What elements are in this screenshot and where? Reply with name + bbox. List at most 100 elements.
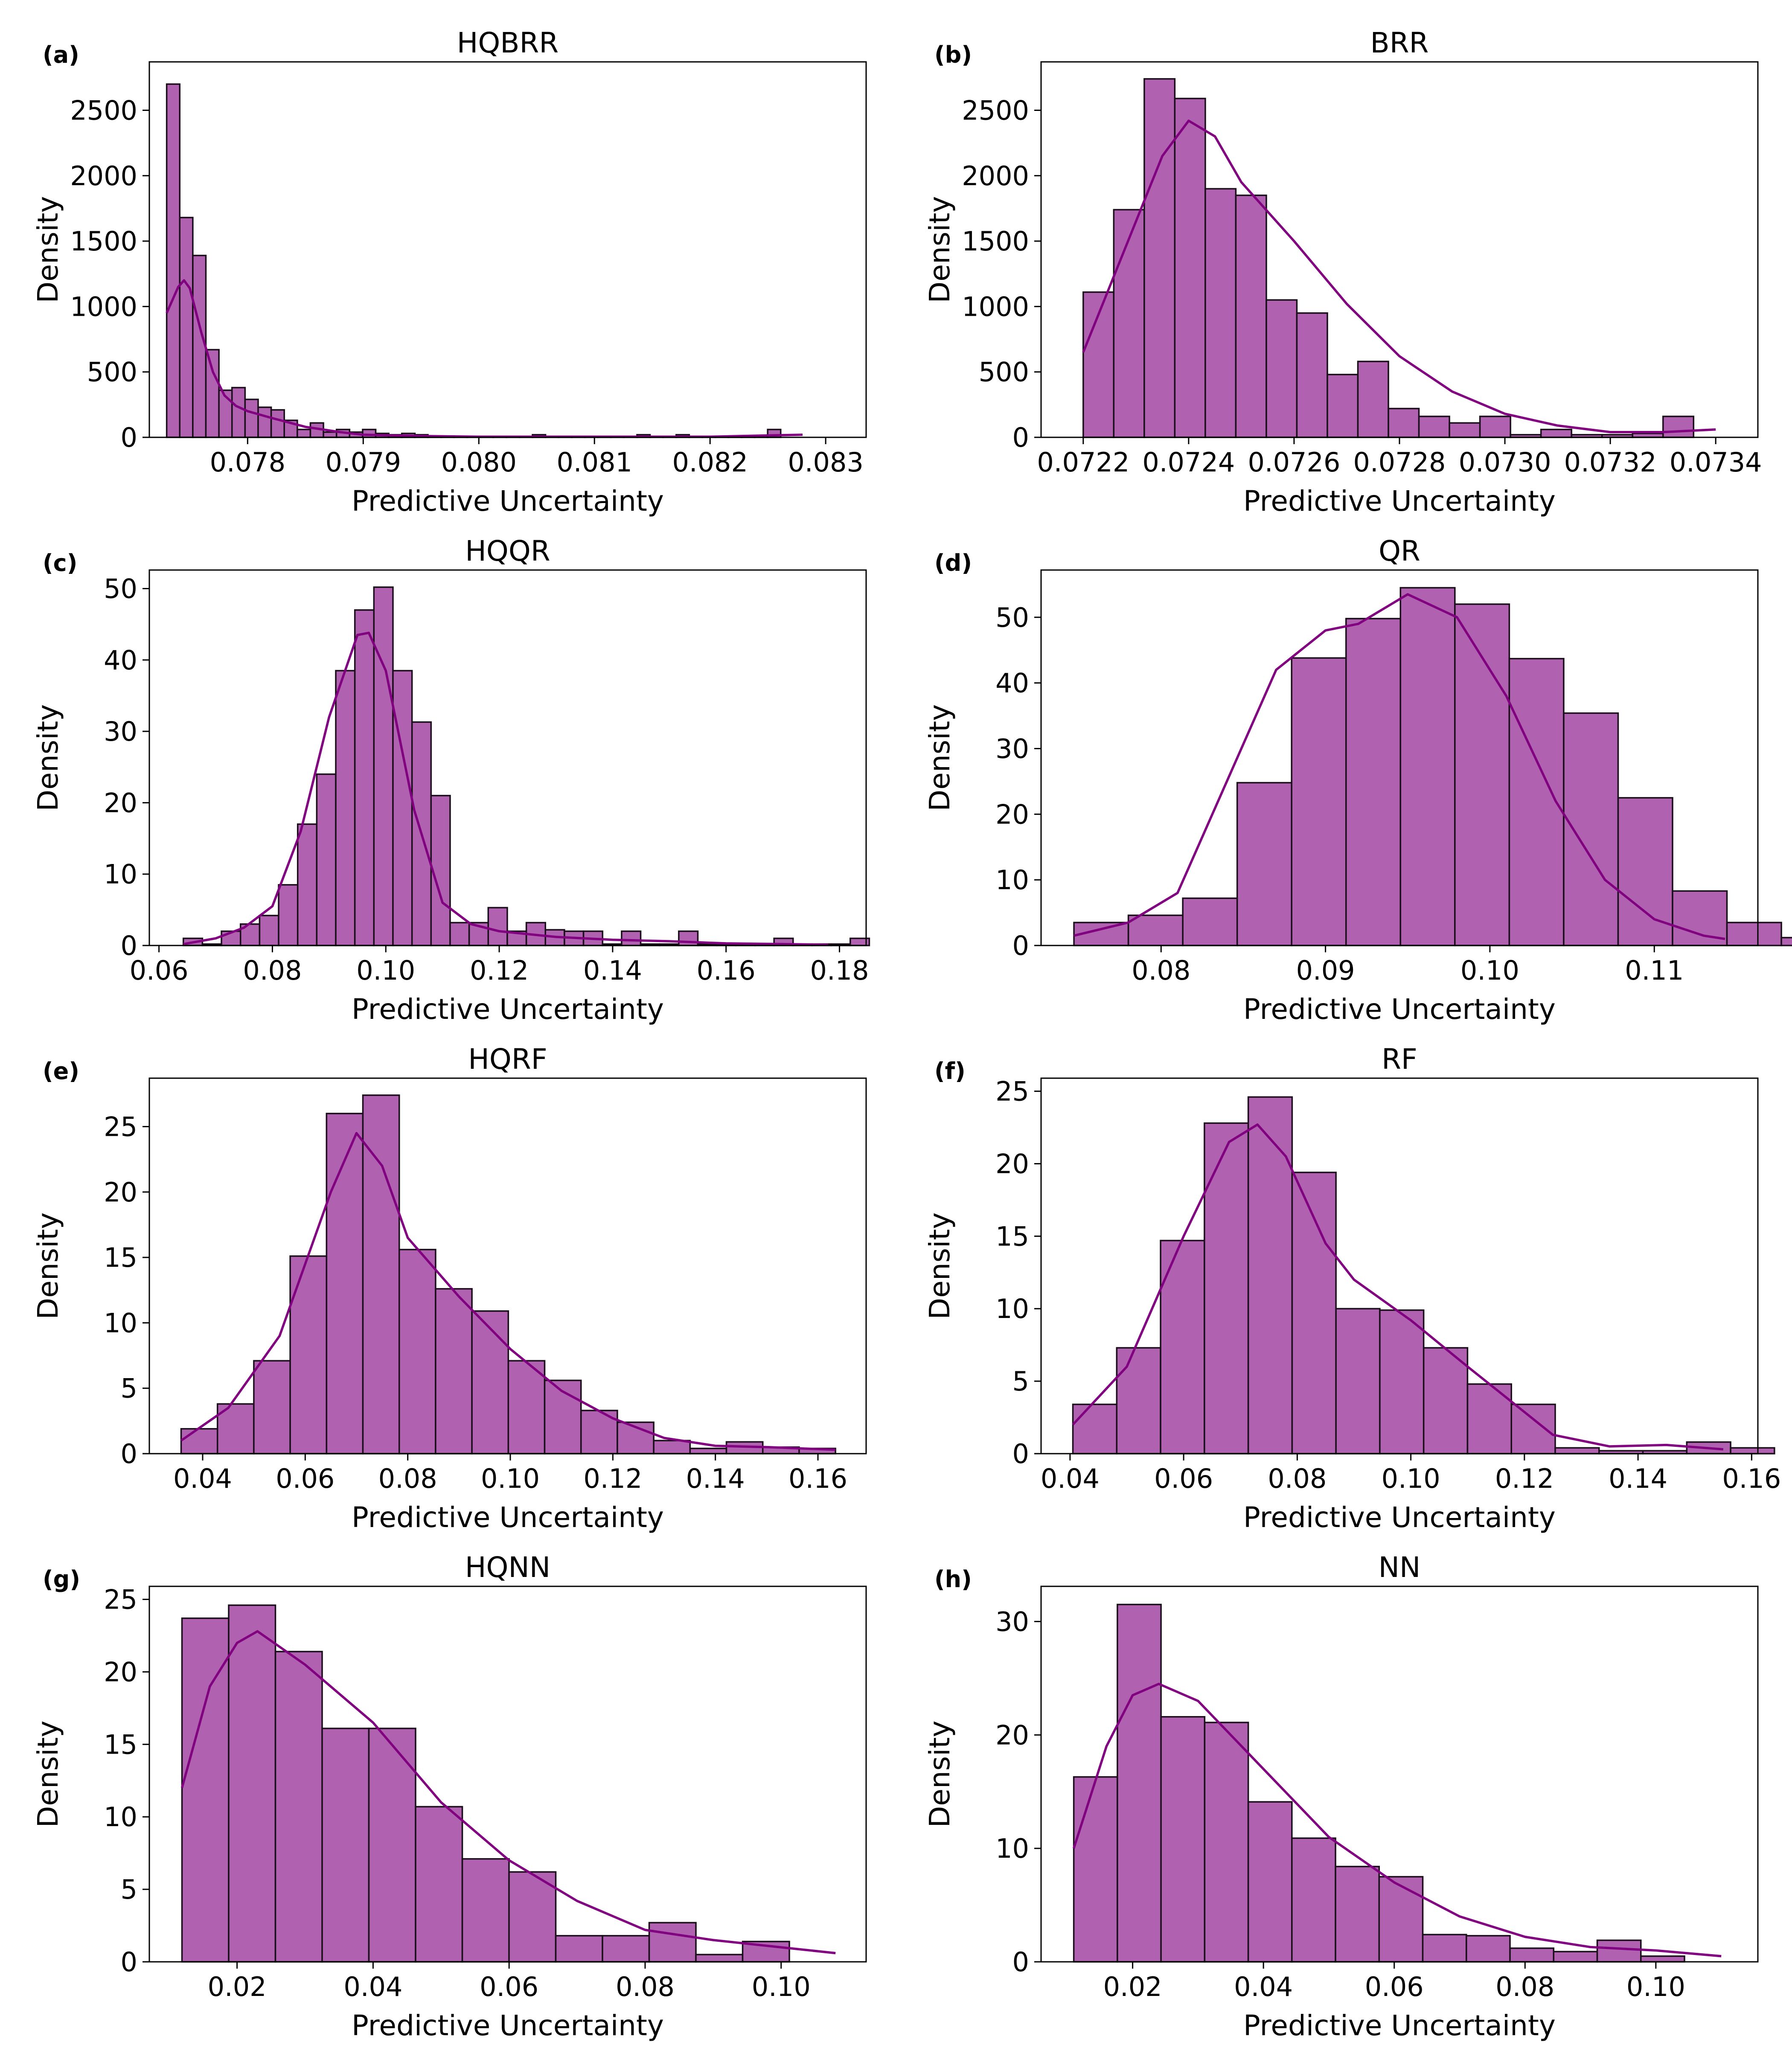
panel-label: (a) bbox=[43, 41, 79, 68]
histogram-bar bbox=[362, 1094, 400, 1455]
x-tick-label: 0.06 bbox=[1154, 1463, 1213, 1494]
histogram-bar bbox=[1345, 618, 1402, 946]
y-axis-label: Density bbox=[32, 196, 64, 303]
histogram-bar bbox=[1479, 416, 1511, 438]
x-tick-label: 0.0730 bbox=[1459, 447, 1551, 478]
histogram-bars bbox=[1082, 78, 1695, 438]
histogram-bar bbox=[354, 609, 375, 946]
histogram-bar bbox=[555, 1935, 603, 1963]
histogram-bar bbox=[1357, 361, 1389, 438]
histogram-bar bbox=[1509, 1947, 1555, 1963]
y-axis-label: Density bbox=[32, 1213, 64, 1320]
panel-label: (c) bbox=[43, 550, 77, 576]
x-tick-label: 0.0732 bbox=[1564, 447, 1657, 478]
histogram-bar bbox=[678, 930, 699, 946]
y-tick-label: 10 bbox=[995, 864, 1029, 896]
histogram-bars bbox=[180, 1094, 836, 1455]
axes-frame bbox=[148, 1585, 867, 1963]
x-tick-label: 0.10 bbox=[1382, 1463, 1440, 1494]
y-tick-label: 10 bbox=[995, 1833, 1029, 1864]
histogram-bar bbox=[1399, 587, 1456, 946]
histogram-bar bbox=[1204, 188, 1237, 438]
x-tick-label: 0.083 bbox=[788, 447, 864, 478]
x-tick-label: 0.04 bbox=[1234, 1971, 1293, 2002]
histogram-bar bbox=[648, 1922, 697, 1963]
histogram-bar bbox=[259, 914, 279, 946]
histogram-bars bbox=[1073, 1603, 1685, 1963]
y-tick-label: 40 bbox=[104, 645, 137, 676]
histogram-bar bbox=[1726, 922, 1782, 946]
histogram-bar bbox=[316, 773, 337, 946]
x-axis-label: Predictive Uncertainty bbox=[1243, 1501, 1556, 1534]
panel-label: (b) bbox=[934, 41, 972, 68]
histogram-bar bbox=[1553, 1951, 1598, 1963]
y-tick-label: 0 bbox=[1012, 930, 1029, 961]
histogram-bars bbox=[1072, 1096, 1775, 1455]
histogram-bar bbox=[244, 399, 259, 438]
x-tick-label: 0.0722 bbox=[1037, 447, 1129, 478]
x-axis-label: Predictive Uncertainty bbox=[352, 1501, 664, 1534]
y-tick-label: 10 bbox=[104, 1307, 137, 1338]
panel-d: 0.08 0.09 0.10 0.11 0 10 20 30 40 50 QR (d) Predicti… bbox=[923, 535, 1792, 1026]
panel-h: 0.02 0.04 0.06 0.08 0.10 0 10 20 30 NN (h) Predicti… bbox=[923, 1551, 1759, 2042]
panel-c: 0.06 0.08 0.10 0.12 0.14 0.16 0.18 0 10 20 30 40 50 H… bbox=[32, 535, 870, 1026]
y-tick-label: 20 bbox=[104, 1177, 137, 1208]
x-tick-label: 0.06 bbox=[276, 1463, 335, 1494]
x-tick-label: 0.0728 bbox=[1353, 447, 1446, 478]
histogram-bar bbox=[1236, 782, 1292, 946]
y-tick-label: 1500 bbox=[70, 226, 137, 257]
y-axis-label: Density bbox=[32, 704, 64, 812]
histogram-bar bbox=[270, 409, 285, 438]
y-tick-label: 5 bbox=[121, 1874, 137, 1905]
y-tick-label: 0 bbox=[121, 422, 137, 453]
panel-label: (g) bbox=[43, 1566, 80, 1593]
kde-curve bbox=[180, 1630, 836, 1955]
x-tick-label: 0.10 bbox=[752, 1971, 811, 2002]
histogram-bar bbox=[1247, 1801, 1293, 1963]
y-axis-label: Density bbox=[923, 196, 956, 303]
y-tick-label: 5 bbox=[121, 1373, 137, 1404]
histogram-bar bbox=[1422, 1934, 1467, 1963]
x-tick-label: 0.09 bbox=[1296, 955, 1355, 986]
panel-title: NN bbox=[1379, 1551, 1421, 1584]
y-tick-label: 2000 bbox=[70, 160, 137, 192]
panel-title: HQQR bbox=[465, 535, 550, 567]
histogram-bar bbox=[1072, 1403, 1118, 1455]
histogram-bar bbox=[1662, 416, 1695, 438]
y-tick-label: 20 bbox=[995, 1148, 1029, 1179]
histogram-bar bbox=[1182, 897, 1238, 946]
histogram-bar bbox=[166, 83, 181, 438]
y-tick-label: 40 bbox=[995, 668, 1029, 699]
histogram-bar bbox=[1204, 1722, 1249, 1963]
y-axis-label: Density bbox=[923, 704, 956, 812]
x-tick-label: 0.14 bbox=[686, 1463, 745, 1494]
y-tick-label: 15 bbox=[995, 1221, 1029, 1252]
histogram-bar bbox=[1423, 1347, 1469, 1455]
y-tick-label: 50 bbox=[104, 573, 137, 604]
x-axis-label: Predictive Uncertainty bbox=[1243, 485, 1556, 518]
y-tick-label: 10 bbox=[104, 1801, 137, 1833]
histogram-bar bbox=[1672, 890, 1728, 946]
x-tick-label: 0.18 bbox=[810, 955, 869, 986]
histogram-bar bbox=[1563, 712, 1619, 946]
histogram-bar bbox=[297, 823, 318, 946]
histogram-bar bbox=[1335, 1865, 1380, 1963]
histogram-bar bbox=[1540, 428, 1572, 438]
x-tick-label: 0.04 bbox=[173, 1463, 232, 1494]
panel-g: 0.02 0.04 0.06 0.08 0.10 0 5 10 15 20 25 HQNN (g) Pre… bbox=[32, 1551, 867, 2042]
histogram-bar bbox=[508, 1871, 557, 1963]
histogram-bar bbox=[335, 670, 356, 946]
histogram-bar bbox=[205, 349, 220, 438]
histogram-bar bbox=[1378, 1876, 1424, 1963]
histogram-bar bbox=[228, 1604, 276, 1963]
histogram-bar bbox=[179, 217, 194, 438]
histogram-bar bbox=[1143, 78, 1176, 438]
histogram-bar bbox=[1596, 1939, 1642, 1963]
panel-label: (h) bbox=[934, 1566, 972, 1593]
histogram-bar bbox=[231, 387, 246, 438]
histogram-bar bbox=[430, 794, 451, 946]
y-tick-label: 2500 bbox=[962, 95, 1029, 126]
histogram-bar bbox=[326, 1113, 364, 1455]
histogram-bar bbox=[392, 670, 413, 946]
